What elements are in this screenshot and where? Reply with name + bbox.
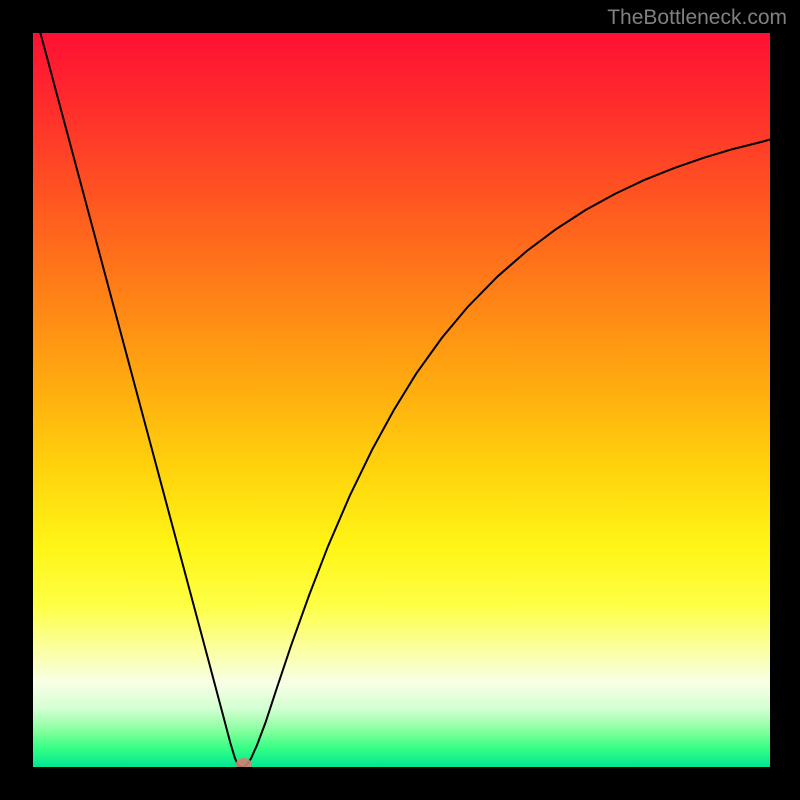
- plot-area: [33, 33, 770, 767]
- chart-svg: [33, 33, 770, 767]
- bottleneck-curve: [40, 33, 770, 767]
- watermark-text: TheBottleneck.com: [607, 6, 787, 30]
